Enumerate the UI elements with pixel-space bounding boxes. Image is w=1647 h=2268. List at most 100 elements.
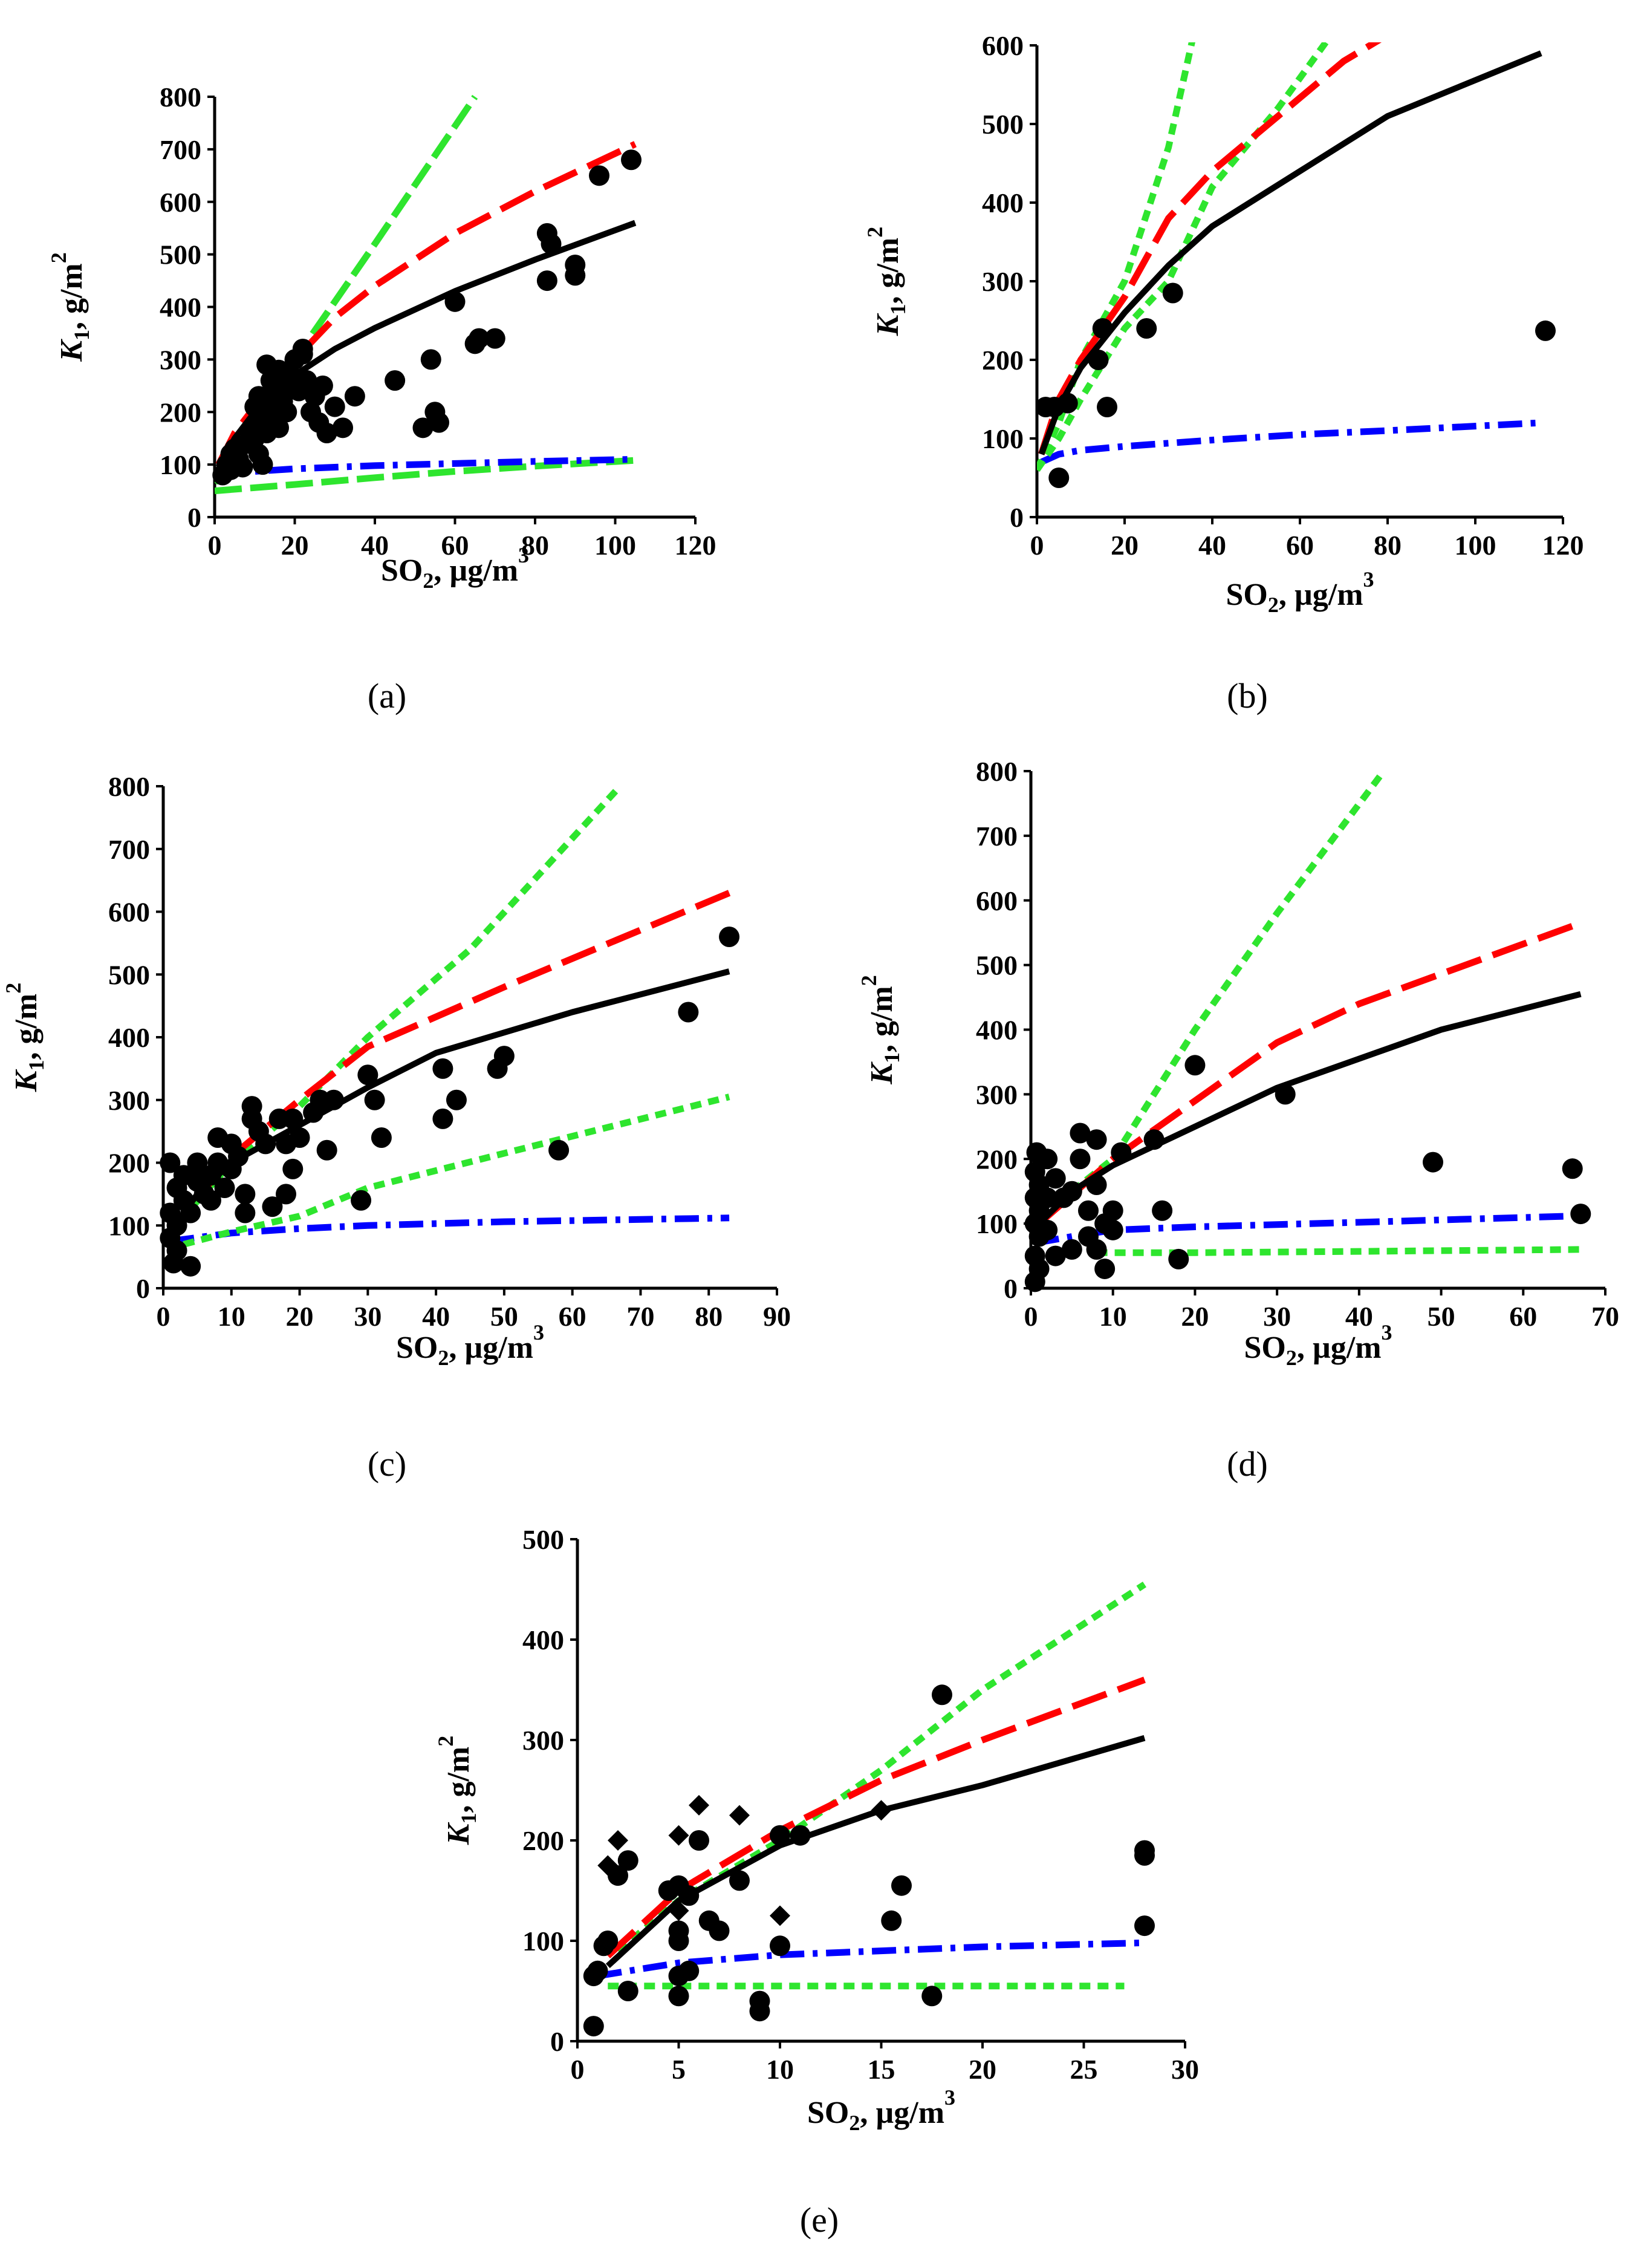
x-tick-label: 30 (354, 1301, 382, 1332)
data-point (1070, 1149, 1091, 1170)
series-line-lower-limit (1040, 419, 1542, 466)
panel-caption: (b) (1227, 676, 1268, 715)
panel-caption: (d) (1227, 1444, 1268, 1484)
data-point (323, 1089, 344, 1110)
x-tick-label: 20 (969, 2054, 996, 2085)
data-point (166, 1240, 187, 1261)
x-tick-label: 0 (571, 2054, 585, 2085)
x-tick-label: 100 (1455, 530, 1496, 561)
data-point (1088, 350, 1109, 370)
data-point (268, 417, 289, 438)
chart-panel-3: 0 100 200 300 400 500 600 700 800 0 10 20 30 40 50 60 70… (857, 756, 1619, 1484)
data-point (344, 386, 365, 407)
y-tick-label: 100 (982, 423, 1024, 454)
y-tick-label: 500 (982, 109, 1024, 140)
x-tick-label: 0 (157, 1301, 171, 1332)
data-point (1168, 1248, 1189, 1269)
y-tick-label: 300 (522, 1725, 564, 1756)
data-point (296, 370, 317, 391)
x-tick-label: 40 (422, 1301, 450, 1332)
data-point (1184, 1055, 1206, 1076)
data-point-diamond (770, 1905, 790, 1926)
chart-panel-1: 0 100 200 300 400 500 600 0 20 40 60 80 100 120 SO2, µ… (863, 30, 1584, 715)
data-point (493, 1046, 515, 1067)
y-tick-label: 500 (522, 1524, 564, 1555)
data-point (932, 1684, 952, 1706)
data-point (1152, 1200, 1173, 1221)
y-tick-label: 100 (160, 449, 201, 480)
data-point-diamond (689, 1794, 709, 1816)
y-tick-label: 300 (982, 266, 1024, 297)
data-point (429, 412, 449, 433)
data-point (432, 1108, 453, 1129)
data-point (228, 1146, 249, 1167)
x-tick-label: 120 (1542, 530, 1584, 561)
x-tick-label: 40 (1198, 530, 1226, 561)
data-point (484, 328, 505, 349)
data-point (749, 2001, 770, 2022)
data-point (617, 1850, 638, 1871)
y-tick-label: 200 (976, 1144, 1018, 1175)
data-point (1061, 1181, 1082, 1202)
series-line-lower-limit (597, 1939, 1145, 1980)
x-tick-label: 50 (1428, 1301, 1455, 1332)
x-axis-label: SO2, µg/m3 (396, 1320, 544, 1370)
x-axis-label: SO2, µg/m3 (381, 543, 529, 593)
data-point (160, 1152, 181, 1173)
data-point (1028, 1258, 1050, 1279)
data-point (214, 1178, 235, 1198)
x-tick-label: 40 (361, 530, 389, 561)
data-point (1086, 1175, 1107, 1195)
y-tick-label: 0 (1010, 502, 1024, 533)
y-tick-label: 600 (108, 897, 150, 928)
data-point-diamond (871, 1800, 892, 1821)
data-point-diamond (597, 1855, 619, 1876)
data-point (1275, 1084, 1296, 1105)
data-point (668, 1920, 689, 1941)
data-point (1134, 1845, 1155, 1866)
data-point-diamond (608, 1830, 628, 1851)
y-tick-label: 600 (982, 30, 1024, 61)
data-point (252, 454, 273, 475)
data-point (255, 1133, 276, 1155)
data-point (180, 1256, 201, 1277)
y-tick-label: 400 (522, 1624, 564, 1655)
data-point (444, 291, 466, 312)
data-point (583, 2016, 604, 2037)
data-point (541, 233, 562, 255)
data-point (891, 1875, 912, 1896)
series-line-model-fit (605, 1735, 1146, 1969)
y-tick-label: 0 (550, 2026, 564, 2057)
y-tick-label: 100 (976, 1208, 1018, 1239)
data-point (719, 927, 740, 947)
chart-panel-4: 0 100 200 300 400 500 0 5 10 15 20 25 30 SO2, µg/m3 K1… (434, 1524, 1199, 2240)
x-tick-label: 80 (521, 530, 549, 561)
data-point (565, 255, 586, 275)
x-tick-label: 0 (1024, 1301, 1038, 1332)
chart-panel-0: 0 100 200 300 400 500 600 700 800 0 20 40 60 80 100 120… (47, 82, 716, 715)
x-tick-label: 80 (695, 1301, 723, 1332)
series-line-model-fit (1037, 991, 1582, 1226)
data-point (420, 349, 441, 370)
x-axis-label: SO2, µg/m3 (807, 2085, 955, 2135)
data-point (1086, 1239, 1107, 1260)
data-point (921, 1986, 943, 2007)
x-tick-label: 30 (1263, 1301, 1291, 1332)
data-point (371, 1127, 392, 1148)
data-point (180, 1202, 201, 1224)
y-tick-label: 200 (160, 397, 201, 428)
data-point (709, 1920, 730, 1941)
series-line-green-bound-2 (183, 1093, 730, 1248)
y-tick-label: 400 (976, 1015, 1018, 1046)
chart-panel-2: 0 100 200 300 400 500 600 700 800 0 10 20 30 40 50 60 70… (1, 771, 791, 1484)
data-point (587, 1960, 608, 1981)
data-point (351, 1190, 372, 1211)
data-point (1423, 1152, 1443, 1173)
data-point (187, 1152, 208, 1173)
x-tick-label: 70 (626, 1301, 654, 1332)
x-tick-label: 60 (1286, 530, 1314, 561)
series-line-green-bound-1 (1070, 769, 1386, 1194)
data-point (276, 402, 297, 423)
data-point (881, 1910, 902, 1931)
data-point (1037, 1187, 1058, 1208)
